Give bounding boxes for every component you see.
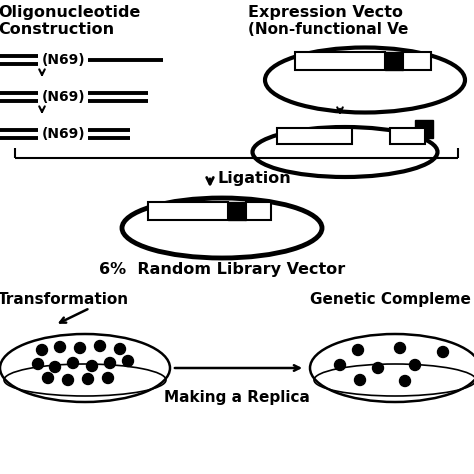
Circle shape [102, 373, 113, 383]
Circle shape [82, 374, 93, 384]
Text: Genetic Compleme: Genetic Compleme [310, 292, 471, 307]
Circle shape [63, 374, 73, 385]
Bar [228, 202, 246, 220]
Text: Expression Vecto: Expression Vecto [248, 5, 403, 20]
Bar [390, 128, 425, 144]
Text: Construction: Construction [0, 22, 114, 37]
Circle shape [335, 359, 346, 371]
Bar [148, 202, 228, 220]
Circle shape [122, 356, 134, 366]
Text: (Non-functional Ve: (Non-functional Ve [248, 22, 409, 37]
Bar [277, 128, 352, 144]
Bar [246, 202, 271, 220]
Text: Transformation: Transformation [0, 292, 129, 307]
Circle shape [355, 374, 365, 385]
Circle shape [55, 341, 65, 353]
Text: (N69): (N69) [42, 127, 86, 141]
Circle shape [33, 358, 44, 370]
Bar [403, 52, 431, 70]
Circle shape [49, 362, 61, 373]
Text: 6%  Random Library Vector: 6% Random Library Vector [99, 262, 345, 277]
Circle shape [373, 363, 383, 374]
Text: (N69): (N69) [42, 90, 86, 104]
Text: Oligonucleotide: Oligonucleotide [0, 5, 140, 20]
Circle shape [36, 345, 47, 356]
Text: Ligation: Ligation [218, 171, 292, 185]
Bar [385, 52, 403, 70]
Circle shape [67, 357, 79, 368]
Circle shape [86, 361, 98, 372]
Bar [415, 120, 433, 138]
Circle shape [115, 344, 126, 355]
Circle shape [104, 357, 116, 368]
Bar [295, 52, 385, 70]
Circle shape [394, 343, 405, 354]
Circle shape [438, 346, 448, 357]
Circle shape [410, 359, 420, 371]
Circle shape [43, 373, 54, 383]
Circle shape [94, 340, 106, 352]
Circle shape [353, 345, 364, 356]
Text: (N69): (N69) [42, 53, 86, 67]
Circle shape [74, 343, 85, 354]
Circle shape [400, 375, 410, 386]
Text: Making a Replica: Making a Replica [164, 390, 310, 405]
